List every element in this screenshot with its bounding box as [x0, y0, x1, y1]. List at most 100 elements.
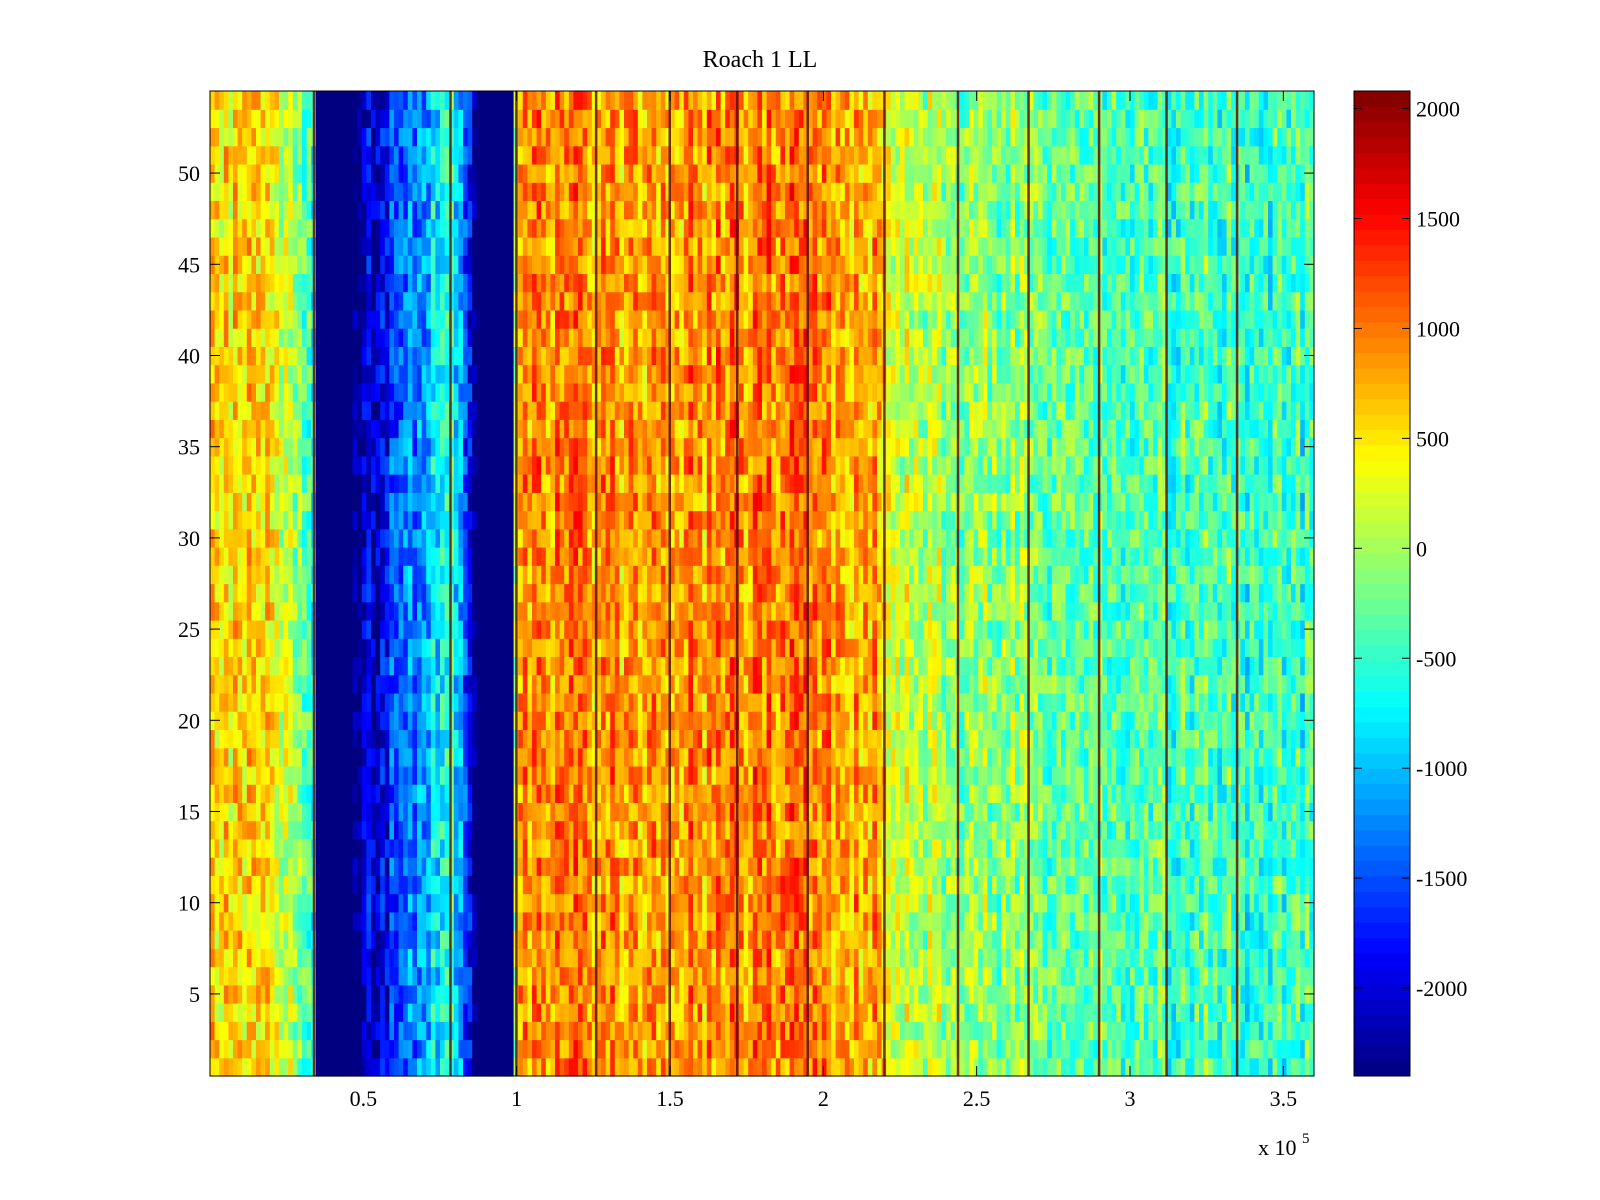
- heatmap-cell: [610, 255, 616, 275]
- heatmap-cell: [325, 838, 331, 858]
- heatmap-cell: [536, 674, 542, 694]
- heatmap-cell: [532, 145, 538, 165]
- heatmap-cell: [242, 419, 248, 439]
- heatmap-cell: [380, 218, 386, 238]
- heatmap-cell: [398, 838, 404, 858]
- heatmap-cell: [288, 364, 294, 384]
- heatmap-cell: [407, 820, 413, 840]
- heatmap-cell: [596, 1003, 602, 1022]
- heatmap-cell: [219, 729, 225, 749]
- heatmap-cell: [329, 127, 335, 147]
- heatmap-cell: [619, 948, 625, 968]
- heatmap-cell: [536, 91, 542, 110]
- heatmap-cell: [532, 1057, 538, 1077]
- heatmap-cell: [306, 145, 312, 165]
- heatmap-cell: [375, 255, 381, 275]
- heatmap-cell: [633, 820, 639, 840]
- heatmap-cell: [274, 273, 280, 293]
- heatmap-cell: [472, 291, 478, 311]
- heatmap-cell: [435, 1003, 441, 1022]
- heatmap-cell: [242, 510, 248, 530]
- heatmap-cell: [518, 547, 524, 566]
- heatmap-cell: [389, 1039, 395, 1059]
- heatmap-cell: [279, 765, 285, 785]
- heatmap-cell: [504, 1057, 510, 1077]
- heatmap-cell: [338, 492, 344, 512]
- heatmap-cell: [210, 273, 216, 293]
- heatmap-cell: [384, 893, 390, 913]
- heatmap-cell: [499, 1021, 505, 1041]
- heatmap-cell: [417, 437, 423, 457]
- heatmap-cell: [499, 109, 505, 129]
- heatmap-cell: [476, 692, 482, 712]
- heatmap-cell: [614, 893, 620, 913]
- heatmap-cell: [279, 747, 285, 767]
- heatmap-cell: [573, 966, 579, 986]
- heatmap-cell: [260, 528, 266, 548]
- heatmap-cell: [587, 638, 593, 658]
- heatmap-cell: [417, 291, 423, 311]
- heatmap-cell: [348, 291, 354, 311]
- heatmap-cell: [366, 145, 372, 165]
- heatmap-cell: [430, 510, 436, 530]
- heatmap-cell: [481, 109, 487, 129]
- heatmap-cell: [628, 291, 634, 311]
- heatmap-cell: [568, 601, 574, 621]
- heatmap-cell: [389, 948, 395, 968]
- heatmap-cell: [610, 91, 616, 110]
- heatmap-cell: [315, 911, 321, 931]
- heatmap-cell: [628, 583, 634, 603]
- heatmap-cell: [495, 638, 501, 658]
- heatmap-cell: [288, 382, 294, 402]
- heatmap-cell: [499, 948, 505, 968]
- heatmap-cell: [568, 692, 574, 712]
- heatmap-cell: [628, 875, 634, 895]
- heatmap-cell: [389, 492, 395, 512]
- heatmap-cell: [472, 346, 478, 366]
- heatmap-cell: [490, 127, 496, 147]
- heatmap-cell: [495, 984, 501, 1004]
- heatmap-cell: [601, 601, 607, 621]
- heatmap-cell: [578, 729, 584, 749]
- heatmap-cell: [591, 255, 597, 275]
- heatmap-cell: [334, 364, 340, 384]
- heatmap-cell: [348, 309, 354, 329]
- heatmap-cell: [610, 948, 616, 968]
- heatmap-cell: [458, 802, 464, 822]
- heatmap-cell: [499, 291, 505, 311]
- heatmap-cell: [619, 857, 625, 876]
- heatmap-cell: [486, 711, 492, 731]
- heatmap-cell: [610, 692, 616, 712]
- heatmap-cell: [320, 364, 326, 384]
- heatmap-cell: [265, 838, 271, 858]
- heatmap-cell: [587, 528, 593, 548]
- heatmap-cell: [596, 309, 602, 329]
- heatmap-cell: [228, 893, 234, 913]
- heatmap-cell: [338, 528, 344, 548]
- heatmap-cell: [260, 984, 266, 1004]
- heatmap-cell: [329, 857, 335, 876]
- heatmap-cell: [435, 601, 441, 621]
- heatmap-cell: [518, 802, 524, 822]
- heatmap-cell: [398, 765, 404, 785]
- heatmap-cell: [325, 674, 331, 694]
- heatmap-cell: [219, 437, 225, 457]
- heatmap-cell: [366, 729, 372, 749]
- heatmap-cell: [283, 218, 289, 238]
- heatmap-cell: [361, 255, 367, 275]
- heatmap-cell: [329, 255, 335, 275]
- heatmap-cell: [237, 437, 243, 457]
- heatmap-cell: [417, 948, 423, 968]
- heatmap-cell: [550, 382, 556, 402]
- heatmap-cell: [357, 857, 363, 876]
- heatmap-cell: [288, 601, 294, 621]
- heatmap-cell: [467, 309, 473, 329]
- heatmap-cell: [564, 273, 570, 293]
- heatmap-cell: [306, 692, 312, 712]
- heatmap-cell: [573, 711, 579, 731]
- heatmap-cell: [343, 309, 349, 329]
- heatmap-cell: [532, 328, 538, 347]
- heatmap-cell: [352, 1039, 358, 1059]
- heatmap-cell: [325, 802, 331, 822]
- heatmap-cell: [315, 1003, 321, 1022]
